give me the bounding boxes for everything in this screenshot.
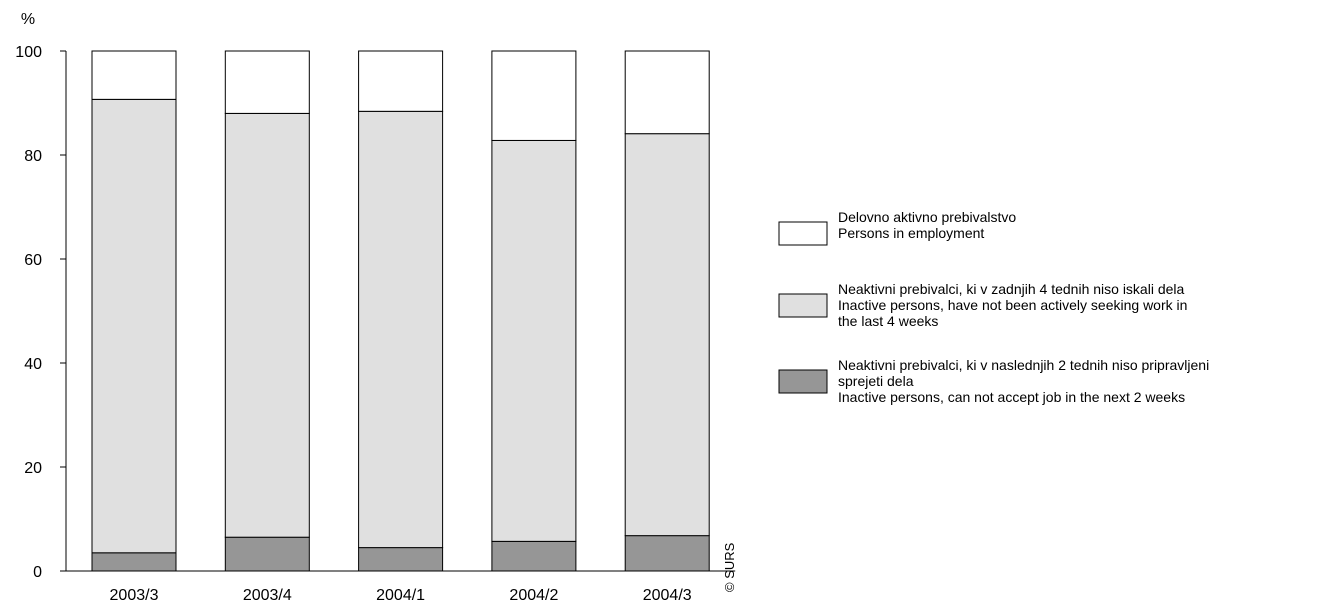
legend-label: Inactive persons, have not been actively… xyxy=(838,297,1187,313)
y-tick-label: 40 xyxy=(24,356,42,373)
legend-swatch xyxy=(778,293,828,318)
bar-segment xyxy=(358,110,444,549)
y-axis-unit-label: % xyxy=(21,11,35,28)
bars xyxy=(91,50,710,572)
bar-segment xyxy=(491,50,577,141)
x-tick-label: 2003/3 xyxy=(110,587,159,604)
x-tick-label: 2003/4 xyxy=(243,587,292,604)
x-tick-label: 2004/3 xyxy=(643,587,692,604)
y-tick-label: 100 xyxy=(15,44,42,61)
legend-swatch xyxy=(778,221,828,246)
bar-segment xyxy=(91,98,177,554)
copyright-label: © SURS xyxy=(722,542,737,592)
bar-segment xyxy=(491,540,577,572)
y-tick-label: 0 xyxy=(33,564,42,581)
bar-segment xyxy=(491,139,577,542)
legend-label: Persons in employment xyxy=(838,225,984,241)
x-tick-label: 2004/2 xyxy=(509,587,558,604)
bar-segment xyxy=(224,50,310,114)
bar-segment xyxy=(91,50,177,100)
bar-segment xyxy=(91,552,177,572)
bar-segment xyxy=(624,50,710,135)
legend-swatch xyxy=(778,369,828,394)
bar-segment xyxy=(358,547,444,572)
bar-segment xyxy=(224,536,310,572)
bar-segment xyxy=(624,133,710,537)
legend-label: Neaktivni prebivalci, ki v naslednjih 2 … xyxy=(838,357,1209,373)
x-axis: 2003/3 2003/4 2004/1 2004/2 2004/3 xyxy=(66,570,736,604)
x-tick-label: 2004/1 xyxy=(376,587,425,604)
bar-segment xyxy=(624,535,710,572)
y-tick-label: 80 xyxy=(24,148,42,165)
legend-label: sprejeti dela xyxy=(838,373,914,389)
y-axis: 0 20 40 60 80 100 xyxy=(15,44,67,581)
legend-label: Neaktivni prebivalci, ki v zadnjih 4 ted… xyxy=(838,281,1185,297)
y-tick-label: 60 xyxy=(24,252,42,269)
bar-segment xyxy=(358,50,444,112)
legend-label: Inactive persons, can not accept job in … xyxy=(838,389,1185,405)
legend-label: Delovno aktivno prebivalstvo xyxy=(838,209,1016,225)
y-tick-label: 20 xyxy=(24,460,42,477)
legend-label: the last 4 weeks xyxy=(838,313,938,329)
bar-segment xyxy=(224,112,310,538)
